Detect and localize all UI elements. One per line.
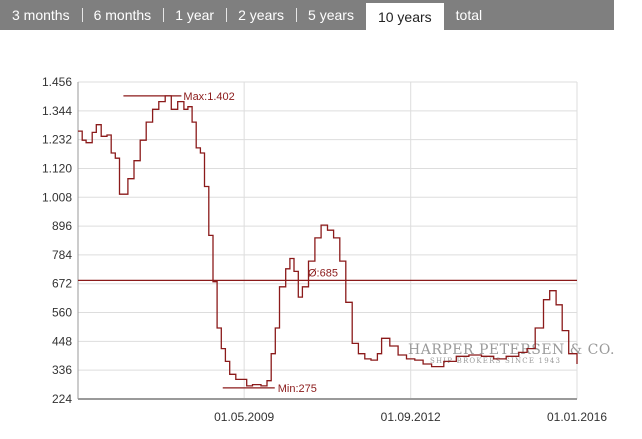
y-tick-label: 672: [52, 277, 72, 291]
y-tick-label: 1.344: [42, 104, 72, 118]
tab-total[interactable]: total: [455, 7, 483, 23]
y-tick-label: 1.120: [42, 161, 72, 175]
y-tick-label: 560: [52, 306, 72, 320]
y-tick-label: 1.008: [42, 190, 72, 204]
chart-axes: 1.456 1.344 1.232 1.120 1.008 896 784 672 560 448…: [42, 75, 607, 424]
y-tick-label: 1.232: [42, 133, 72, 147]
chart-grid: [78, 81, 578, 399]
y-tick-label: 336: [52, 363, 72, 377]
tab-5-years[interactable]: 5 years: [296, 0, 366, 30]
x-tick-label: 01.09.2012: [381, 410, 441, 424]
series-group: [78, 95, 578, 387]
average-label: Ø:685: [308, 267, 338, 279]
watermark-name: HARPER PETERSEN & CO.: [408, 342, 615, 358]
x-tick-label: 01.01.2016: [547, 410, 607, 424]
annotations: Max:1.402 Min:275 Ø:685: [123, 91, 338, 395]
watermark-tagline: SHIP BROKERS SINCE 1943: [430, 357, 561, 365]
y-tick-label: 224: [52, 392, 72, 406]
harper-petersen-watermark: HARPER PETERSEN & CO. SHIP BROKERS SINCE…: [408, 342, 615, 365]
series-line: [78, 95, 578, 387]
tab-3-months[interactable]: 3 months: [12, 7, 70, 23]
tab-2-years[interactable]: 2 years: [226, 0, 296, 30]
x-tick-label: 01.05.2009: [214, 410, 274, 424]
y-tick-label: 896: [52, 219, 72, 233]
tab-1-year[interactable]: 1 year: [163, 0, 226, 30]
y-tick-label: 448: [52, 334, 72, 348]
tab-6-months[interactable]: 6 months: [81, 0, 164, 30]
period-tab-bar: 3 months 6 months 1 year 2 years 5 years 10 y…: [0, 0, 614, 30]
max-label: Max:1.402: [183, 91, 234, 103]
y-tick-label: 784: [52, 248, 72, 262]
min-label: Min:275: [278, 383, 317, 395]
y-tick-label: 1.456: [42, 75, 72, 89]
tab-10-years[interactable]: 10 years: [365, 3, 444, 30]
